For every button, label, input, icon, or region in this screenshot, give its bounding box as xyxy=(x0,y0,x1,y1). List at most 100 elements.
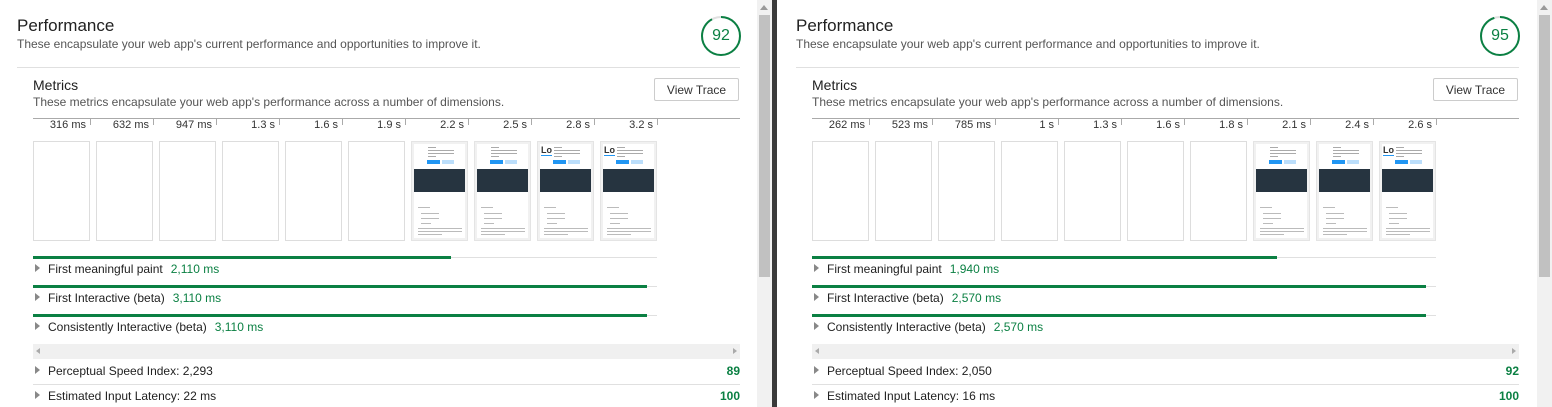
audit-row[interactable]: Estimated Input Latency: 22 ms 100 xyxy=(35,389,740,403)
score-value: 92 xyxy=(712,27,730,44)
filmstrip-frame xyxy=(1190,141,1247,241)
metric-row[interactable]: First Interactive (beta) 2,570 ms xyxy=(814,291,1001,305)
expand-triangle-icon[interactable] xyxy=(35,264,40,272)
metric-bar xyxy=(33,285,657,288)
timeline-tick: 1.3 s xyxy=(222,119,280,131)
score-ring-icon xyxy=(701,16,741,56)
section-divider xyxy=(796,67,1519,68)
audit-score: 100 xyxy=(1498,389,1519,403)
section-divider xyxy=(17,67,740,68)
timeline-tick: 3.2 s xyxy=(600,119,658,131)
report-pane-left: Performance These encapsulate your web a… xyxy=(0,0,757,407)
filmstrip-frame xyxy=(96,141,153,241)
filmstrip-frame xyxy=(411,141,468,241)
metrics-title: Metrics xyxy=(33,77,79,93)
metric-row[interactable]: First Interactive (beta) 3,110 ms xyxy=(35,291,221,305)
view-trace-button[interactable]: View Trace xyxy=(654,78,739,101)
expand-triangle-icon[interactable] xyxy=(35,293,40,301)
metric-label: Consistently Interactive (beta) xyxy=(827,320,986,334)
filmstrip-frame: Lo xyxy=(537,141,594,241)
audit-row[interactable]: Estimated Input Latency: 16 ms 100 xyxy=(814,389,1519,403)
horizontal-scrollbar[interactable] xyxy=(33,344,740,359)
filmstrip-frame xyxy=(1127,141,1184,241)
metric-bar xyxy=(33,314,657,317)
score-gauge: 95 xyxy=(1479,15,1521,57)
audit-divider xyxy=(33,384,740,385)
scrollbar-thumb[interactable] xyxy=(1539,15,1550,277)
expand-triangle-icon[interactable] xyxy=(814,322,819,330)
metric-bar xyxy=(33,256,657,259)
metric-bar xyxy=(812,285,1436,288)
audit-row[interactable]: Perceptual Speed Index: 2,050 92 xyxy=(814,364,1519,378)
timeline-tick: 316 ms xyxy=(33,119,91,131)
scroll-up-arrow-icon[interactable] xyxy=(1540,5,1548,10)
timeline-tick: 523 ms xyxy=(875,119,933,131)
timeline-tick: 1.6 s xyxy=(1127,119,1185,131)
metric-label: Consistently Interactive (beta) xyxy=(48,320,207,334)
filmstrip-frame xyxy=(159,141,216,241)
metric-row[interactable]: Consistently Interactive (beta) 3,110 ms xyxy=(35,320,263,334)
metric-label: First meaningful paint xyxy=(48,262,163,276)
filmstrip-frame xyxy=(938,141,995,241)
score-ring-icon xyxy=(1480,16,1520,56)
metric-label: First Interactive (beta) xyxy=(827,291,944,305)
timeline-tick: 632 ms xyxy=(96,119,154,131)
scroll-up-arrow-icon[interactable] xyxy=(760,5,768,10)
timeline-tick: 2.2 s xyxy=(411,119,469,131)
filmstrip-frame xyxy=(1001,141,1058,241)
section-description: These encapsulate your web app's current… xyxy=(17,37,481,51)
score-gauge: 92 xyxy=(700,15,742,57)
metric-label: First meaningful paint xyxy=(827,262,942,276)
logo-icon: Lo xyxy=(1383,145,1394,156)
audit-score: 92 xyxy=(1505,364,1519,378)
timeline-tick: 2.1 s xyxy=(1253,119,1311,131)
metric-row[interactable]: First meaningful paint 1,940 ms xyxy=(814,262,999,276)
filmstrip-frame xyxy=(33,141,90,241)
expand-triangle-icon[interactable] xyxy=(814,293,819,301)
audit-label: Estimated Input Latency: 22 ms xyxy=(48,389,217,403)
expand-triangle-icon[interactable] xyxy=(814,264,819,272)
vertical-scrollbar-left[interactable] xyxy=(757,0,772,407)
audit-divider xyxy=(812,384,1519,385)
filmstrip-frame xyxy=(222,141,279,241)
metrics-description: These metrics encapsulate your web app's… xyxy=(33,95,505,109)
timeline-axis xyxy=(812,118,1519,119)
pane-divider[interactable] xyxy=(772,0,777,407)
view-trace-button[interactable]: View Trace xyxy=(1433,78,1518,101)
filmstrip-frame xyxy=(1064,141,1121,241)
scroll-right-arrow-icon[interactable] xyxy=(733,348,737,354)
scroll-left-arrow-icon[interactable] xyxy=(36,348,40,354)
metric-row[interactable]: First meaningful paint 2,110 ms xyxy=(35,262,219,276)
scroll-right-arrow-icon[interactable] xyxy=(1512,348,1516,354)
metric-value: 2,570 ms xyxy=(993,320,1044,334)
logo-icon: Lo xyxy=(541,145,552,156)
filmstrip-frame: Lo xyxy=(1379,141,1436,241)
timeline-tick: 2.6 s xyxy=(1379,119,1437,131)
metric-value: 1,940 ms xyxy=(949,262,1000,276)
section-title: Performance xyxy=(796,16,894,35)
audit-row[interactable]: Perceptual Speed Index: 2,293 89 xyxy=(35,364,740,378)
filmstrip-frame xyxy=(812,141,869,241)
scroll-left-arrow-icon[interactable] xyxy=(815,348,819,354)
expand-triangle-icon[interactable] xyxy=(814,391,819,399)
expand-triangle-icon[interactable] xyxy=(35,322,40,330)
metric-value: 2,570 ms xyxy=(951,291,1002,305)
metric-value: 3,110 ms xyxy=(172,291,222,305)
expand-triangle-icon[interactable] xyxy=(35,366,40,374)
timeline-tick: 785 ms xyxy=(938,119,996,131)
metric-row[interactable]: Consistently Interactive (beta) 2,570 ms xyxy=(814,320,1043,334)
timeline-tick: 2.4 s xyxy=(1316,119,1374,131)
section-description: These encapsulate your web app's current… xyxy=(796,37,1260,51)
timeline-tick: 1.6 s xyxy=(285,119,343,131)
metric-bar xyxy=(812,314,1436,317)
horizontal-scrollbar[interactable] xyxy=(812,344,1519,359)
vertical-scrollbar-right[interactable] xyxy=(1537,0,1552,407)
metrics-description: These metrics encapsulate your web app's… xyxy=(812,95,1284,109)
timeline-tick: 1.3 s xyxy=(1064,119,1122,131)
scrollbar-thumb[interactable] xyxy=(759,15,770,277)
expand-triangle-icon[interactable] xyxy=(814,366,819,374)
metric-bar xyxy=(812,256,1436,259)
filmstrip-frame xyxy=(348,141,405,241)
timeline-tick: 262 ms xyxy=(812,119,870,131)
expand-triangle-icon[interactable] xyxy=(35,391,40,399)
